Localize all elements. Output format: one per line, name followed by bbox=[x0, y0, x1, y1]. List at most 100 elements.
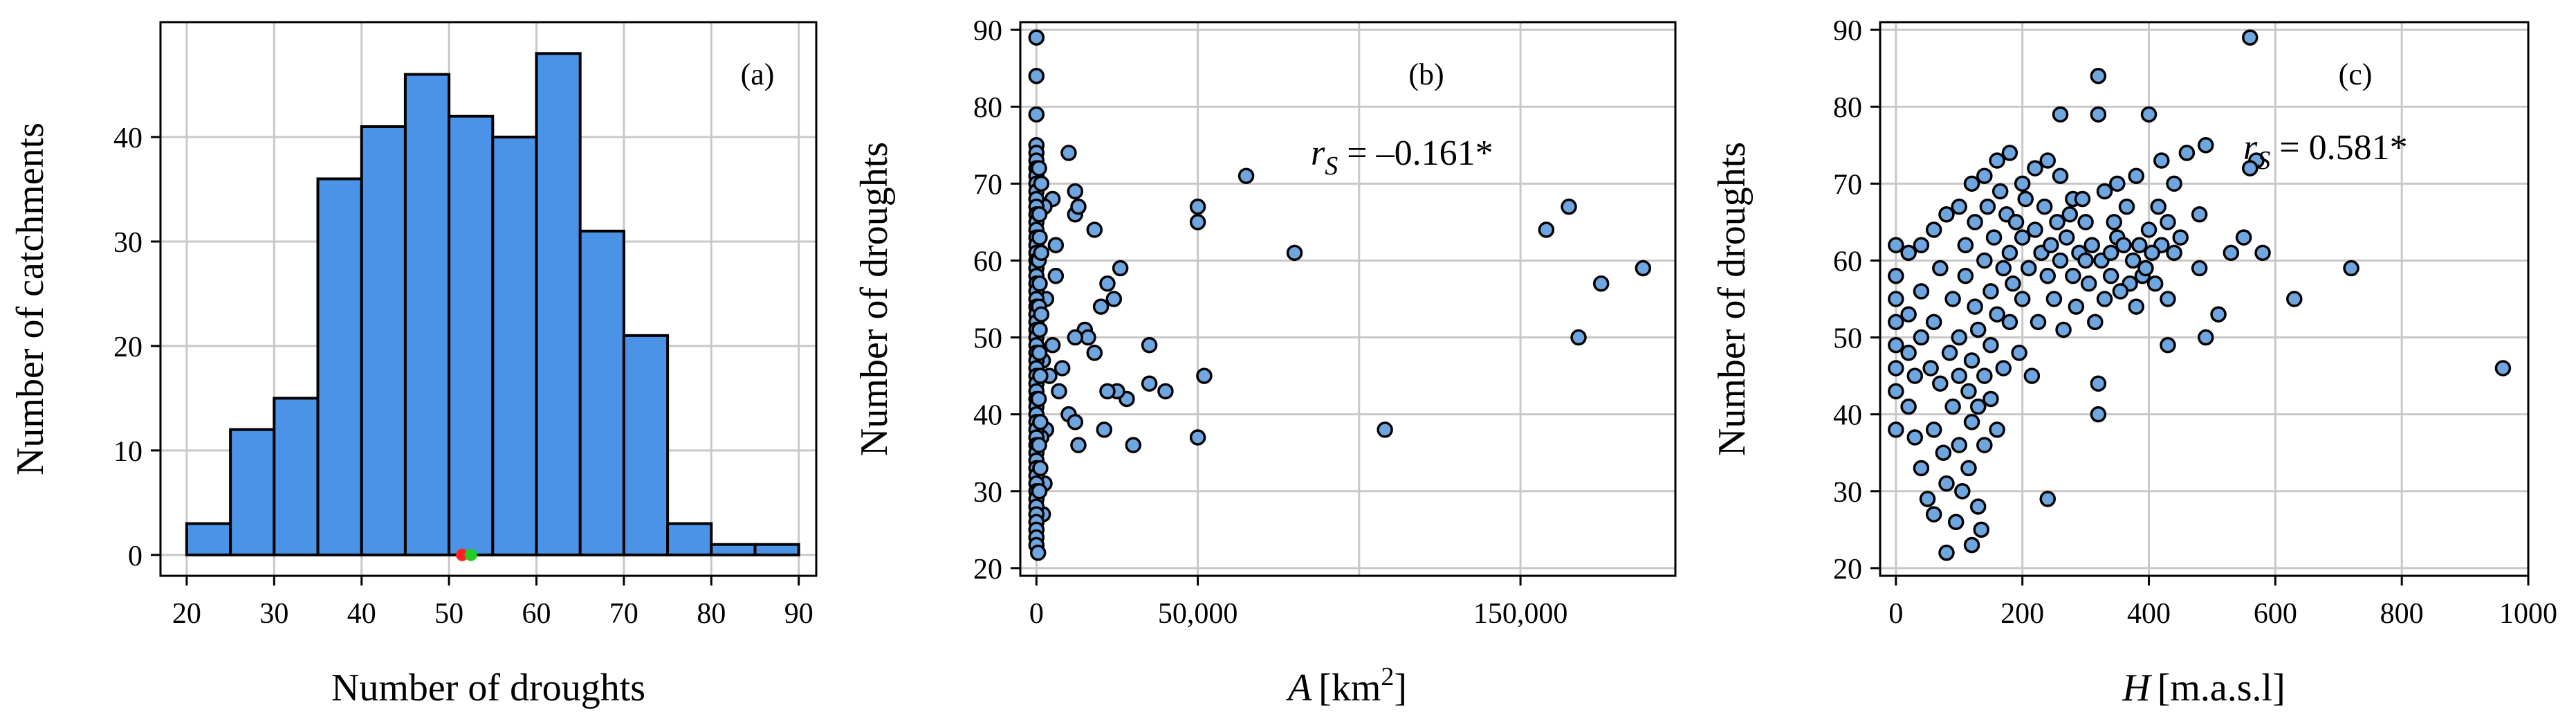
y-tick-label: 70 bbox=[1833, 169, 1862, 201]
y-axis-label: Number of catchments bbox=[9, 122, 52, 475]
scatter-point bbox=[1967, 298, 1983, 315]
elevation-scatter-panel: 0 200 400 600 800 1000 20 30 40 50 60 70 80 90 (c) r… bbox=[1711, 15, 2557, 709]
plot-frame bbox=[1879, 21, 2530, 577]
area-scatter-panel: 0 50,000 150,000 20 30 40 50 60 70 80 90 (b) rS =… bbox=[853, 15, 1677, 709]
histogram-bar bbox=[360, 125, 407, 556]
scatter-point bbox=[1888, 291, 1904, 307]
scatter-point bbox=[2096, 183, 2113, 200]
scatter-point bbox=[1976, 252, 1993, 269]
scatter-point bbox=[2178, 145, 2196, 161]
scatter-point bbox=[1951, 329, 1968, 346]
histogram-bar bbox=[316, 177, 363, 556]
scatter-point bbox=[2052, 252, 2069, 269]
scatter-point bbox=[1982, 283, 1999, 300]
scatter-point bbox=[1067, 183, 1084, 200]
scatter-point bbox=[2090, 68, 2107, 84]
y-tick-label: 40 bbox=[973, 400, 1002, 432]
scatter-point bbox=[1991, 183, 2009, 200]
x-axis-label: Number of droughts bbox=[331, 666, 645, 709]
x-axis-unit: [km bbox=[1318, 666, 1381, 709]
y-tick-label: 80 bbox=[1833, 92, 1862, 124]
scatter-point bbox=[2045, 291, 2063, 307]
scatter-point bbox=[2007, 214, 2025, 230]
scatter-point bbox=[1913, 283, 1930, 300]
y-tick-label: 30 bbox=[113, 227, 142, 259]
scatter-point bbox=[2027, 221, 2043, 238]
scatter-point bbox=[1935, 444, 1952, 461]
scatter-point bbox=[2242, 29, 2258, 46]
x-tick-label: 50,000 bbox=[1158, 598, 1238, 630]
panel-label: (a) bbox=[741, 57, 775, 91]
scatter-point bbox=[1031, 483, 1048, 500]
histogram-bar bbox=[666, 522, 713, 556]
scatter-point bbox=[1960, 383, 1977, 400]
x-tick-label: 600 bbox=[2254, 598, 2297, 630]
scatter-point bbox=[2049, 214, 2066, 230]
y-tick-label: 10 bbox=[113, 436, 142, 468]
y-axis-label: Number of droughts bbox=[853, 142, 896, 456]
scatter-point bbox=[2144, 244, 2160, 262]
scatter-point bbox=[2160, 291, 2176, 307]
scatter-point bbox=[1047, 267, 1065, 284]
scatter-point bbox=[1900, 306, 1917, 323]
scatter-point bbox=[2074, 190, 2091, 208]
scatter-point bbox=[1031, 229, 1048, 246]
scatter-point bbox=[1070, 198, 1087, 215]
histogram-bar bbox=[710, 543, 757, 556]
x-tick-label: 150,000 bbox=[1473, 598, 1568, 630]
scatter-point bbox=[2210, 306, 2227, 323]
y-tick-label: 40 bbox=[113, 122, 142, 154]
scatter-point bbox=[2494, 360, 2512, 376]
x-axis-symbol: H bbox=[2122, 666, 2152, 709]
scatter-point bbox=[1888, 360, 1904, 376]
scatter-point bbox=[2160, 214, 2176, 230]
r-value: = –0.161* bbox=[1338, 134, 1493, 173]
scatter-point bbox=[2052, 167, 2069, 184]
scatter-point bbox=[1941, 345, 1958, 361]
panel-label: (c) bbox=[2339, 57, 2373, 91]
scatter-point bbox=[1888, 267, 1904, 284]
scatter-point bbox=[1995, 360, 2012, 376]
y-tick-label: 20 bbox=[1833, 554, 1862, 586]
scatter-point bbox=[2118, 198, 2135, 215]
scatter-point bbox=[1054, 360, 1071, 376]
scatter-point bbox=[2131, 237, 2148, 253]
scatter-point bbox=[1086, 345, 1103, 361]
scatter-point bbox=[2014, 175, 2031, 192]
scatter-point bbox=[1951, 198, 1968, 215]
scatter-point bbox=[2191, 206, 2208, 223]
histogram-bar bbox=[578, 229, 625, 556]
scatter-point bbox=[1925, 421, 1942, 438]
scatter-point bbox=[1105, 291, 1123, 307]
scatter-point bbox=[1189, 198, 1206, 215]
scatter-point bbox=[1635, 260, 1652, 277]
scatter-point bbox=[1888, 314, 1904, 331]
histogram-bar bbox=[185, 522, 232, 556]
scatter-point bbox=[1989, 421, 2005, 438]
x-axis-unit-close: ] bbox=[1394, 666, 1407, 709]
scatter-point bbox=[1157, 383, 1174, 400]
scatter-point bbox=[1989, 152, 2005, 169]
scatter-point bbox=[2030, 314, 2047, 331]
y-tick-label: 40 bbox=[1833, 400, 1862, 432]
r-subscript: S bbox=[2257, 146, 2270, 175]
scatter-point bbox=[1944, 398, 1961, 415]
scatter-point bbox=[2090, 375, 2107, 392]
scatter-point bbox=[2077, 252, 2094, 269]
scatter-point bbox=[1932, 260, 1949, 277]
scatter-point bbox=[1906, 429, 1924, 446]
scatter-point bbox=[2102, 244, 2119, 262]
scatter-point bbox=[1067, 414, 1084, 430]
scatter-point bbox=[1947, 514, 1965, 530]
scatter-point bbox=[1960, 460, 1977, 477]
scatter-point bbox=[1033, 306, 1050, 323]
scatter-point bbox=[2014, 229, 2031, 246]
scatter-point bbox=[1900, 345, 1917, 361]
scatter-point bbox=[1032, 414, 1049, 430]
x-tick-label: 20 bbox=[172, 598, 201, 630]
scatter-point bbox=[1196, 367, 1213, 384]
scatter-point bbox=[2090, 106, 2107, 123]
scatter-point bbox=[2001, 244, 2018, 262]
scatter-point bbox=[2112, 283, 2129, 300]
scatter-point bbox=[1125, 437, 1142, 453]
